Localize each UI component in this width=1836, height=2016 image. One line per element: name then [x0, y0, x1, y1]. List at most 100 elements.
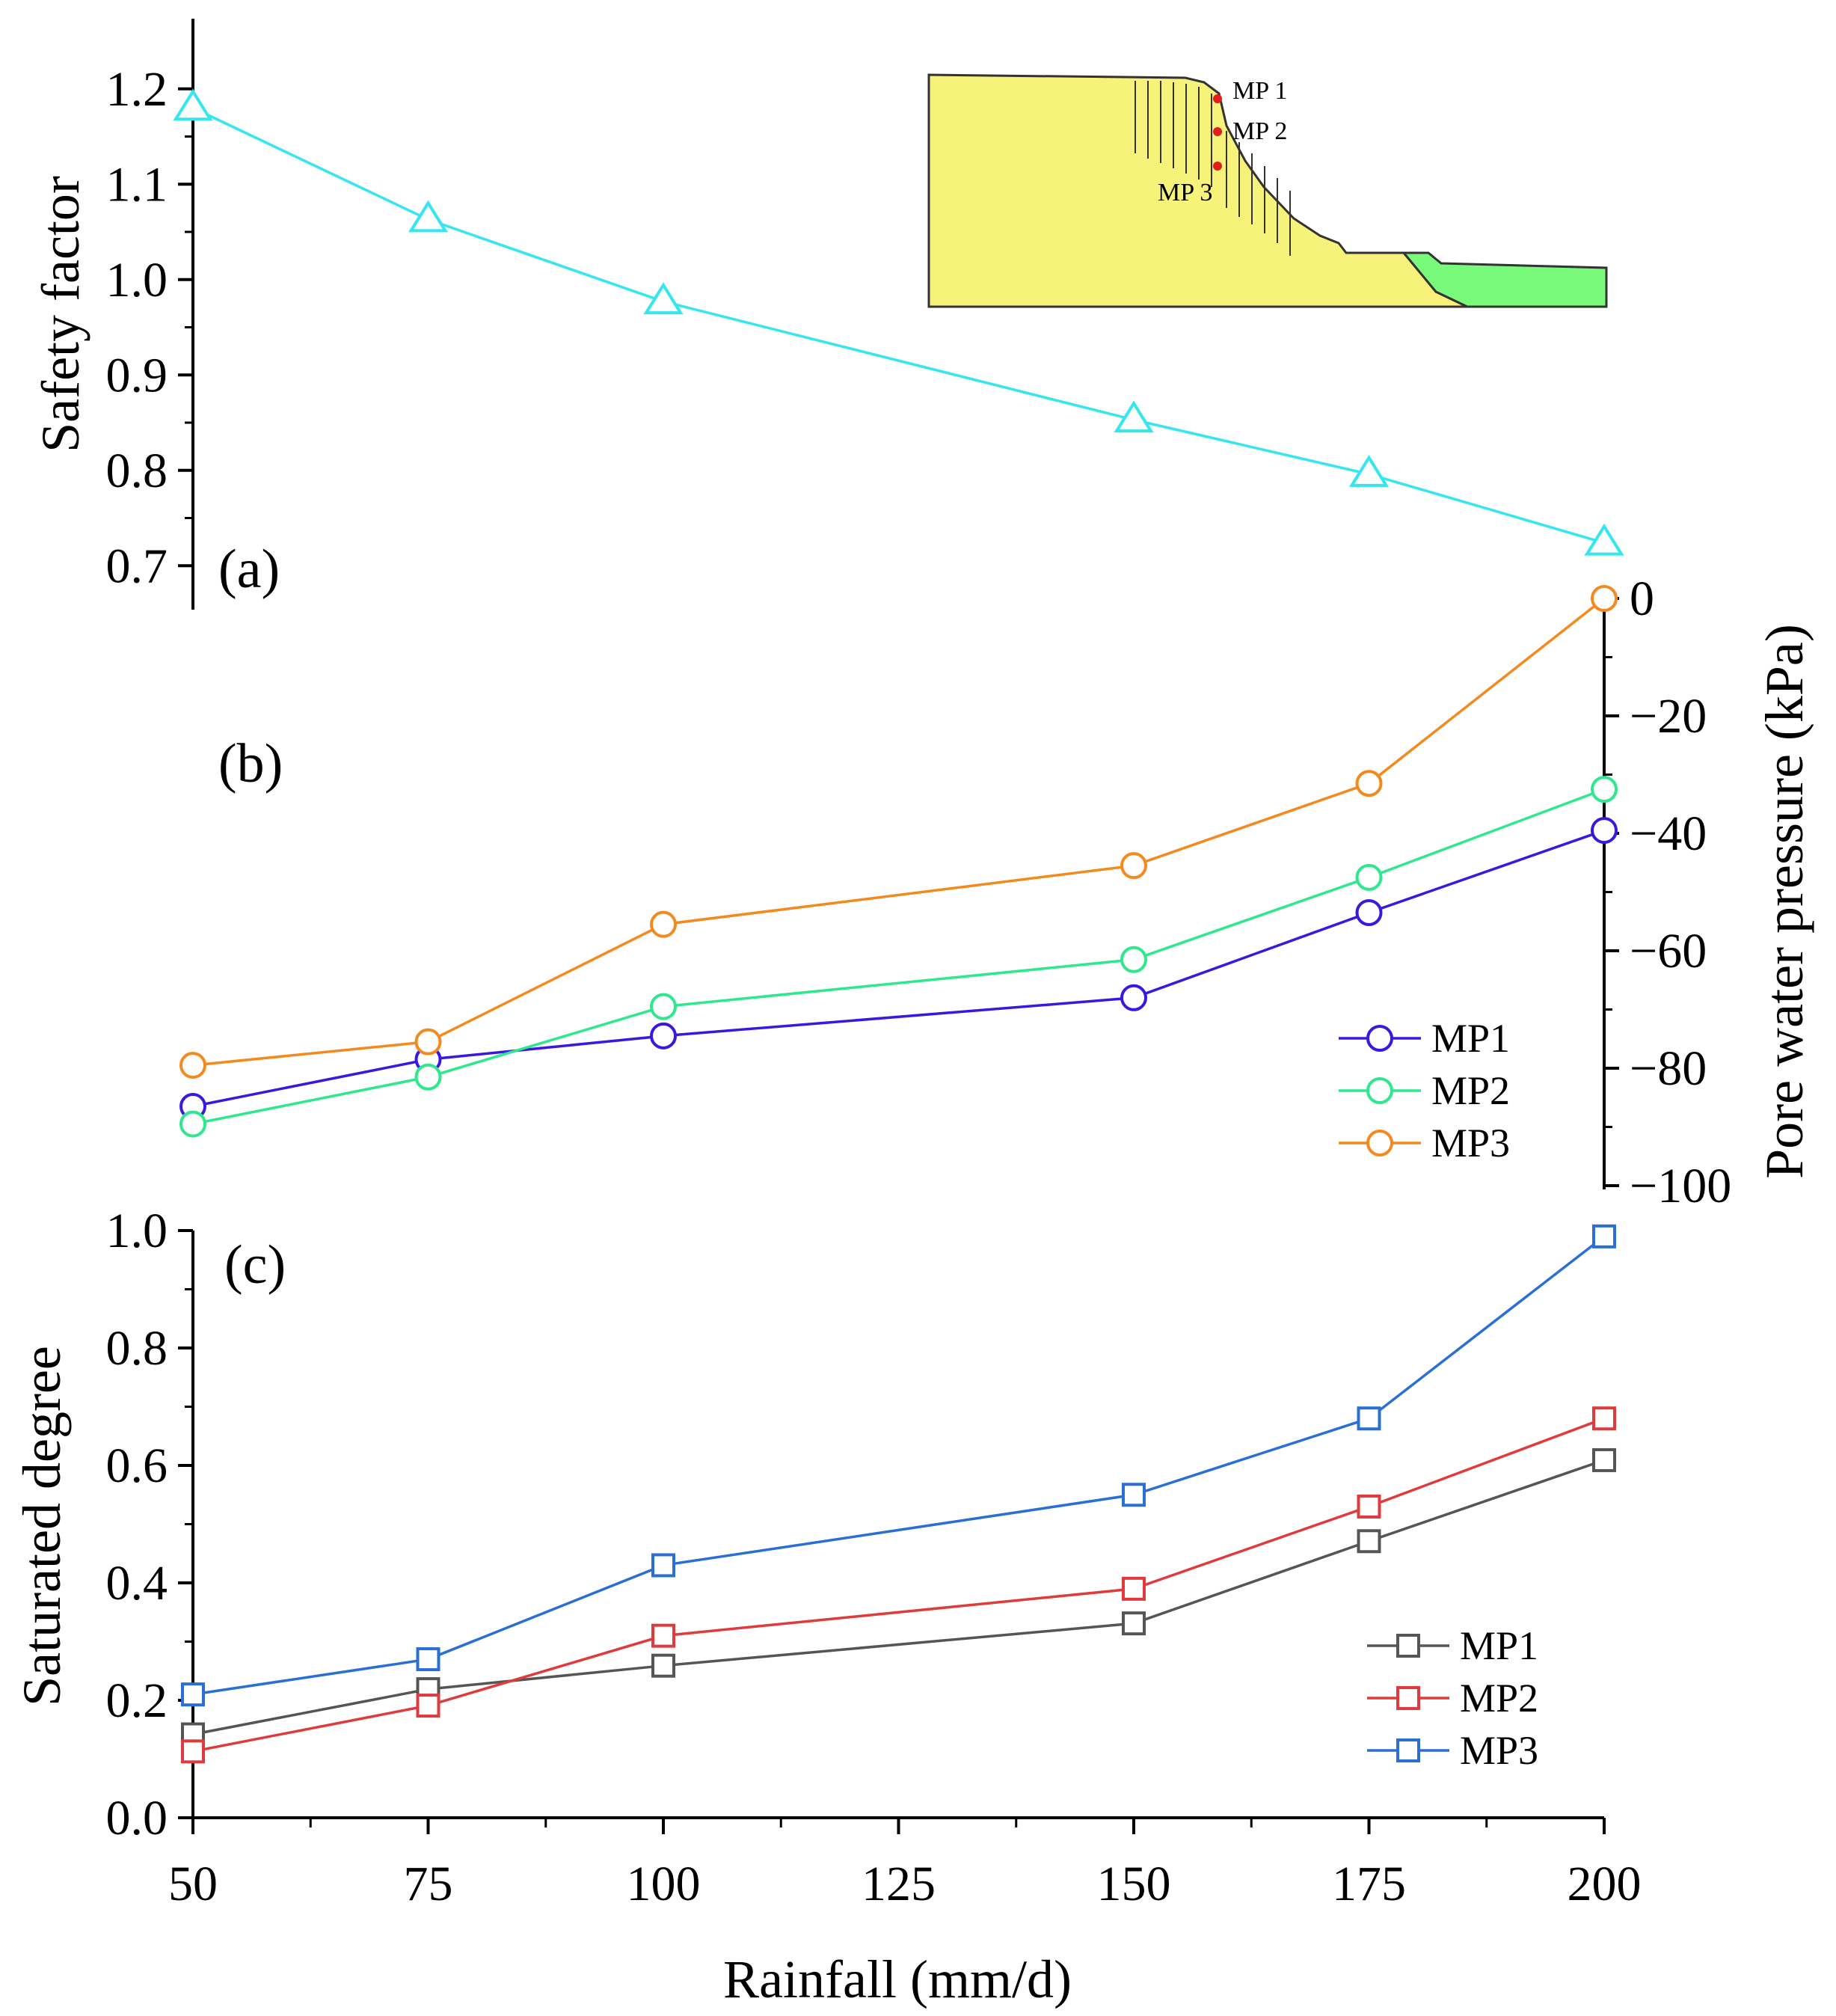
panel-2-y-tick-label: 0.8: [106, 1321, 168, 1376]
legend-MP1-marker: [1366, 1025, 1393, 1052]
panel-1-series-MP2-point: [1355, 863, 1383, 891]
panel-1-series-MP1-point: [1355, 898, 1383, 926]
inset-lower-soil-layer: [1401, 251, 1608, 308]
panel-b-legend: MP1 MP2 MP3: [1339, 1016, 1510, 1165]
panel-1-series-MP2-line: [192, 788, 1605, 1126]
legend-MP2-marker: [1366, 1077, 1393, 1104]
panel-b-y-ticks: 0 −20 −40 −60 −80 −100: [1604, 572, 1731, 1213]
panel-0-series-Safety factor-point: [643, 282, 684, 315]
panel-c-saturated-degree: 0.0 0.2 0.4 0.6 0.8 1.0 50 75 100 125 150 175 200 S…: [12, 1204, 1642, 2009]
panel-c-y-ticks: 0.0 0.2 0.4 0.6 0.8 1.0: [106, 1204, 193, 1845]
panel-c-series: [181, 1224, 1616, 1764]
legend-MP3-marker: [1366, 1130, 1393, 1156]
inset-label-mp2: MP 2: [1232, 117, 1287, 145]
panel-2-series-MP1-point: [651, 1653, 675, 1678]
x-tick-label: 150: [1097, 1857, 1171, 1911]
panel-1-series-MP3-point: [414, 1028, 442, 1056]
panel-1-series-MP1-point: [650, 1022, 677, 1050]
legend-MP2-marker: [1396, 1686, 1420, 1710]
panel-c-y-axis-title: Saturated degree: [12, 1346, 72, 1706]
panel-a-series: [173, 88, 1624, 556]
panel-2-series-MP3-line: [192, 1235, 1606, 1696]
panel-1-series-MP2-point: [414, 1063, 442, 1091]
panel-0-y-tick-label: 1.2: [106, 62, 168, 117]
x-tick-label: 100: [627, 1857, 701, 1911]
legend-MP3-marker: [1396, 1738, 1420, 1762]
panel-2-y-tick-label: 0.0: [106, 1791, 168, 1845]
panel-2-series-MP3-point: [181, 1682, 205, 1707]
panel-2-y-tick-label: 0.4: [106, 1556, 168, 1611]
panel-2-y-tick-label: 1.0: [106, 1204, 168, 1258]
panel-1-y-tick-label: −60: [1630, 924, 1707, 978]
panel-b-label: (b): [218, 733, 283, 794]
panel-1-series-MP3-point: [650, 910, 677, 938]
panel-1-series-MP1-line: [192, 829, 1605, 1108]
panel-0-y-tick-label: 0.9: [106, 348, 168, 402]
panel-b-series: [179, 585, 1618, 1138]
x-axis-ticks: 50 75 100 125 150 175 200: [168, 1818, 1642, 1911]
panel-1-series-MP3-point: [1591, 585, 1618, 612]
panel-2-series-MP1-point: [1592, 1447, 1616, 1472]
x-tick-label: 75: [404, 1857, 453, 1911]
panel-2-series-MP3-point: [1122, 1483, 1146, 1507]
panel-2-series-MP2-point: [416, 1694, 440, 1718]
legend-MP3-label: MP3: [1460, 1728, 1538, 1773]
panel-0-series-Safety factor-point: [173, 88, 213, 121]
panel-0-series-Safety factor-point: [1348, 455, 1390, 487]
panel-1-y-tick-label: −40: [1630, 806, 1707, 861]
inset-drain-lines: [1135, 81, 1291, 256]
legend-MP3-label: MP3: [1431, 1121, 1510, 1165]
panel-2-series-MP2-point: [1592, 1406, 1616, 1431]
panel-1-series-MP2-point: [1120, 946, 1147, 973]
panel-1-series-MP3-point: [179, 1052, 206, 1079]
inset-label-mp3: MP 3: [1158, 179, 1212, 206]
legend-MP2-label: MP2: [1460, 1676, 1538, 1721]
inset-monitor-point-mp2: [1213, 127, 1222, 136]
legend-MP1-marker: [1396, 1634, 1420, 1658]
inset-monitor-point-mp1: [1213, 94, 1222, 103]
panel-2-y-tick-label: 0.2: [106, 1673, 168, 1728]
panel-a-safety-factor: 0.7 0.8 0.9 1.0 1.1 1.2 Safety factor (a) MP …: [31, 19, 1624, 610]
panel-1-y-tick-label: −100: [1630, 1159, 1731, 1213]
legend-MP2-label: MP2: [1431, 1068, 1510, 1113]
panel-1-y-tick-label: 0: [1630, 572, 1654, 626]
panel-2-series-MP2-point: [1122, 1576, 1146, 1601]
x-tick-label: 200: [1568, 1857, 1642, 1911]
panel-1-series-MP3-point: [1355, 770, 1383, 797]
panel-1-series-MP2-point: [650, 993, 677, 1020]
panel-1-series-MP2-point: [179, 1110, 206, 1138]
panel-2-series-MP3-point: [1592, 1224, 1616, 1248]
panel-2-y-tick-label: 0.6: [106, 1439, 168, 1493]
panel-2-series-MP2-line: [192, 1417, 1605, 1753]
panel-2-series-MP2-point: [181, 1739, 205, 1764]
panel-a-label: (a): [218, 539, 280, 600]
panel-0-series-Safety factor-line: [192, 106, 1605, 545]
panel-2-series-MP3-point: [1357, 1406, 1381, 1431]
panel-2-series-MP2-point: [1357, 1494, 1381, 1519]
panel-a-y-ticks: 0.7 0.8 0.9 1.0 1.1 1.2: [106, 62, 193, 593]
slope-section-inset: MP 1 MP 2 MP 3: [927, 73, 1608, 308]
panel-1-series-MP1-point: [1591, 817, 1618, 845]
panel-2-series-MP3-point: [651, 1553, 675, 1578]
panel-1-series-MP3-line: [192, 597, 1606, 1067]
inset-monitor-point-mp3: [1213, 162, 1222, 171]
panel-b-y-axis-title: Pore water pressure (kPa): [1754, 624, 1814, 1179]
panel-0-y-tick-label: 0.8: [106, 444, 168, 498]
panel-0-y-tick-label: 0.7: [106, 539, 168, 593]
x-tick-label: 175: [1332, 1857, 1406, 1911]
panel-2-series-MP1-point: [1357, 1529, 1381, 1554]
panel-c-label: (c): [224, 1234, 286, 1296]
panel-1-series-MP3-point: [1120, 852, 1147, 880]
legend-MP1-label: MP1: [1431, 1016, 1510, 1061]
panel-0-series-Safety factor-point: [408, 200, 449, 233]
panel-0-series-Safety factor-point: [1114, 400, 1154, 433]
panel-2-series-MP3-point: [416, 1647, 440, 1672]
panel-2-series-MP1-line: [192, 1459, 1605, 1736]
panel-0-y-tick-label: 1.0: [106, 253, 168, 307]
x-axis-title: Rainfall (mm/d): [723, 1949, 1072, 2009]
legend-MP1-label: MP1: [1460, 1623, 1538, 1668]
panel-1-y-tick-label: −80: [1630, 1041, 1707, 1096]
panel-0-series-Safety factor-point: [1584, 523, 1624, 556]
panel-2-series-MP1-point: [1122, 1611, 1146, 1636]
